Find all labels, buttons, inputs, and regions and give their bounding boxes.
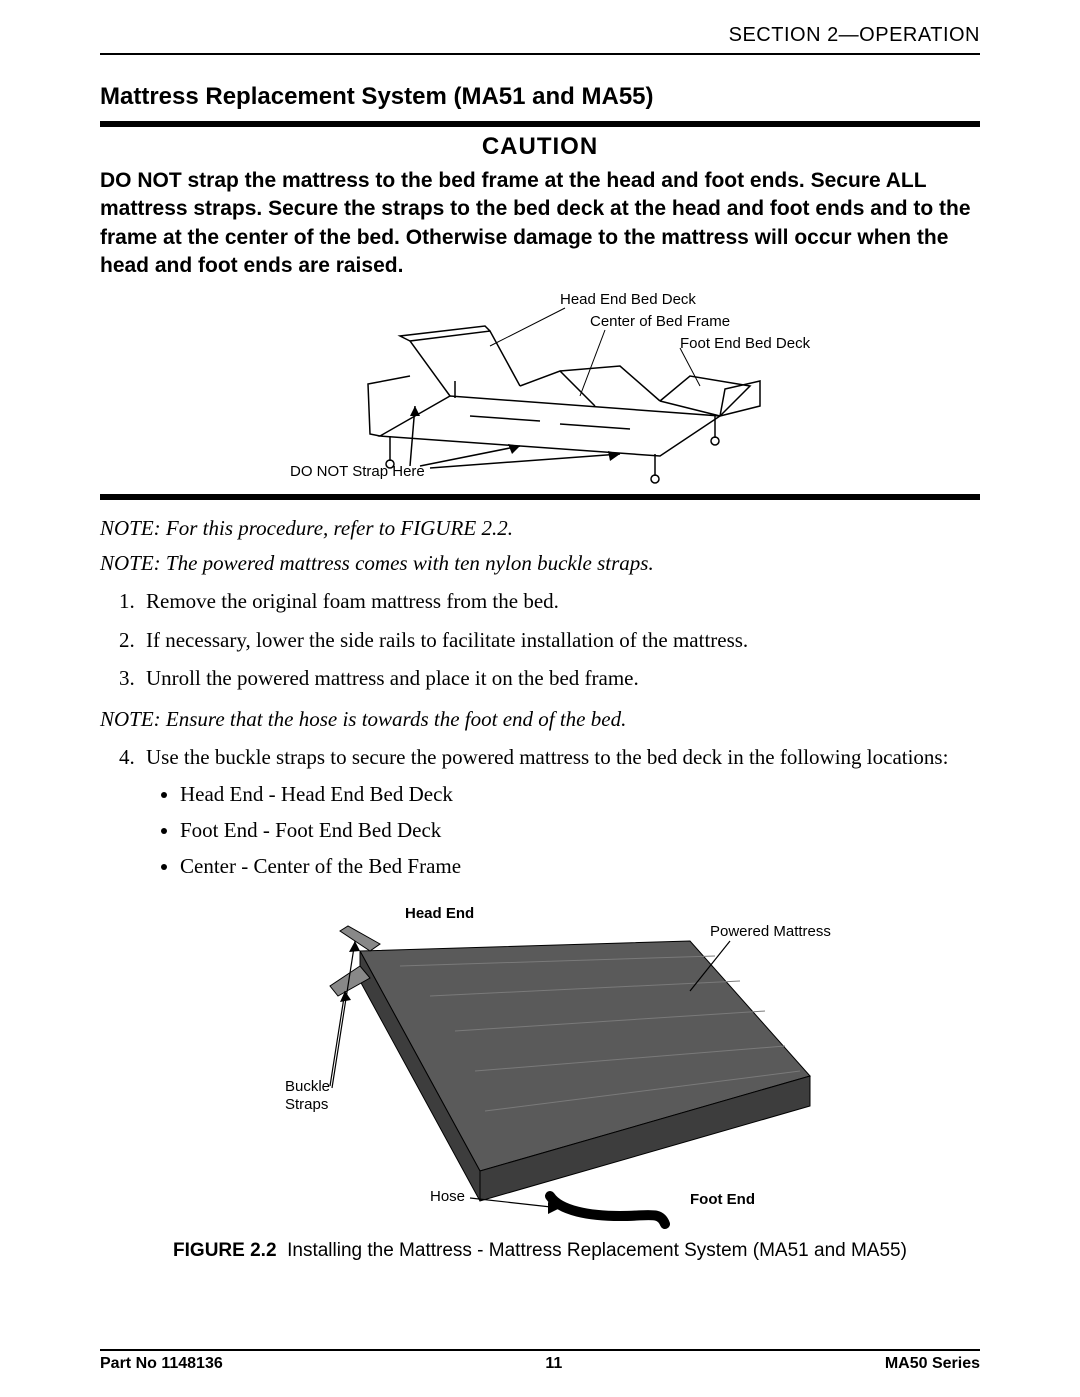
page-footer: Part No 1148136 11 MA50 Series bbox=[100, 1349, 980, 1373]
figure-number: FIGURE 2.2 bbox=[173, 1240, 276, 1261]
step-4-text: Use the buckle straps to secure the powe… bbox=[146, 745, 948, 769]
step-4c: Center - Center of the Bed Frame bbox=[180, 848, 980, 884]
caution-block: CAUTION DO NOT strap the mattress to the… bbox=[100, 121, 980, 500]
label-do-not-strap-here: DO NOT Strap Here bbox=[290, 463, 425, 480]
label-hose: Hose bbox=[430, 1188, 465, 1205]
step-4b: Foot End - Foot End Bed Deck bbox=[180, 812, 980, 848]
footer-series: MA50 Series bbox=[885, 1355, 980, 1373]
label-head-end-bed-deck: Head End Bed Deck bbox=[560, 291, 696, 308]
note-2: NOTE: The powered mattress comes with te… bbox=[100, 551, 980, 576]
steps-list-cont: Use the buckle straps to secure the powe… bbox=[140, 738, 980, 889]
label-buckle-straps-2: Straps bbox=[285, 1096, 328, 1113]
figure-caption: FIGURE 2.2 Installing the Mattress - Mat… bbox=[100, 1240, 980, 1262]
note-1: NOTE: For this procedure, refer to FIGUR… bbox=[100, 516, 980, 541]
footer-part-no: Part No 1148136 bbox=[100, 1355, 223, 1373]
figure-caption-text: Installing the Mattress - Mattress Repla… bbox=[287, 1240, 907, 1261]
note-3: NOTE: Ensure that the hose is towards th… bbox=[100, 707, 980, 732]
footer-page-number: 11 bbox=[545, 1355, 562, 1373]
label-buckle-straps-1: Buckle bbox=[285, 1078, 330, 1095]
label-foot-end-bed-deck: Foot End Bed Deck bbox=[680, 335, 811, 352]
label-center-of-bed-frame: Center of Bed Frame bbox=[590, 313, 730, 330]
step-3: Unroll the powered mattress and place it… bbox=[140, 659, 980, 697]
step-4-sublist: Head End - Head End Bed Deck Foot End - … bbox=[180, 776, 980, 885]
step-4a: Head End - Head End Bed Deck bbox=[180, 776, 980, 812]
step-1: Remove the original foam mattress from t… bbox=[140, 582, 980, 620]
step-2: If necessary, lower the side rails to fa… bbox=[140, 621, 980, 659]
steps-list: Remove the original foam mattress from t… bbox=[140, 582, 980, 697]
page-title: Mattress Replacement System (MA51 and MA… bbox=[100, 83, 980, 111]
section-header: SECTION 2—OPERATION bbox=[100, 24, 980, 55]
caution-text: DO NOT strap the mattress to the bed fra… bbox=[100, 167, 980, 280]
step-4: Use the buckle straps to secure the powe… bbox=[140, 738, 980, 889]
mattress-diagram: Head End Powered Mattress Buckle Straps … bbox=[100, 896, 980, 1236]
label-foot-end: Foot End bbox=[690, 1191, 755, 1208]
bed-frame-diagram: Head End Bed Deck Center of Bed Frame Fo… bbox=[100, 286, 980, 486]
caution-heading: CAUTION bbox=[100, 133, 980, 161]
label-powered-mattress: Powered Mattress bbox=[710, 923, 831, 940]
label-head-end: Head End bbox=[405, 905, 474, 922]
